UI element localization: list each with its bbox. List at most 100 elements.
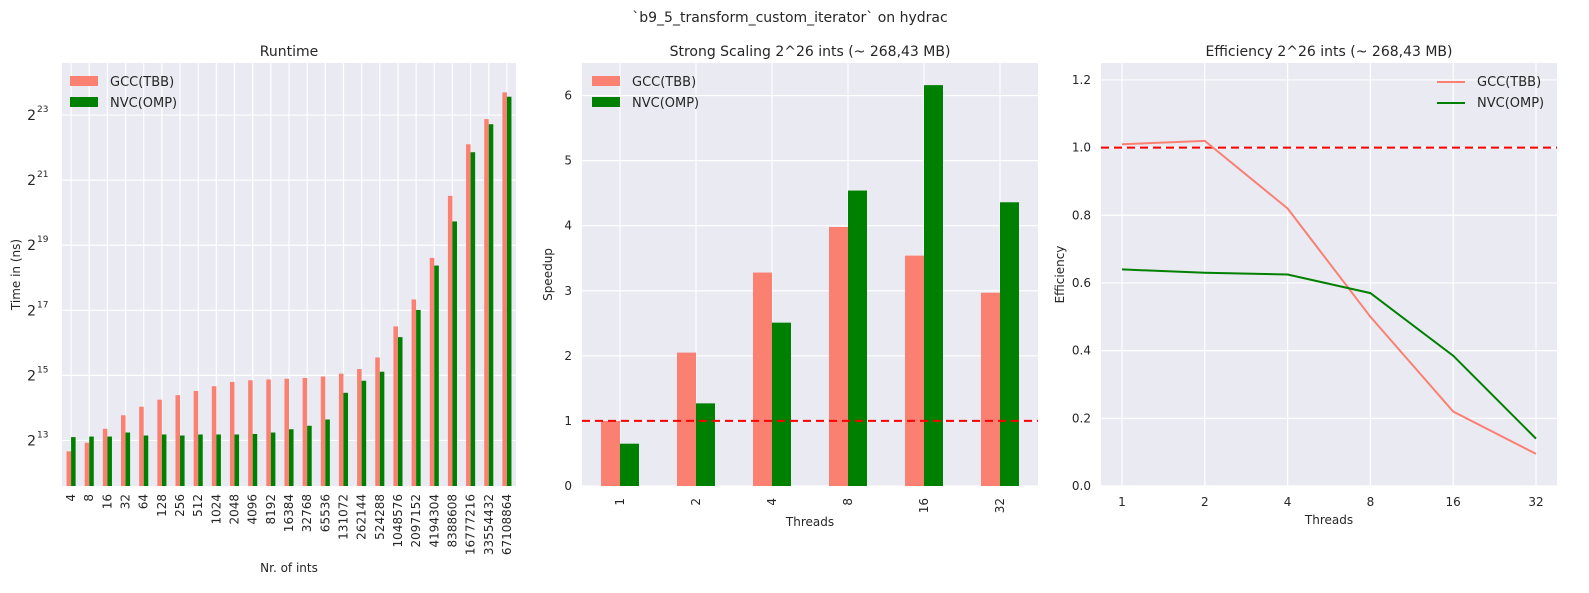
y-axis-label: Time in (ns) — [9, 239, 23, 311]
bar-gcc — [157, 399, 162, 486]
x-tick-label: 4 — [1284, 495, 1292, 509]
bar-nvc — [620, 443, 639, 486]
bar-gcc — [211, 386, 217, 486]
y-tick-label: 2 — [564, 349, 572, 363]
y-tick-label: 2 — [27, 238, 36, 254]
x-tick-label: 1 — [613, 498, 627, 506]
legend-label: NVC(OMP) — [632, 96, 699, 111]
runtime-panel: 2 132 152 172 192 212 234 8 16 32 64 128 256 512 1024 2… — [9, 44, 516, 575]
bar-gcc — [66, 451, 72, 486]
x-tick-label: 32768 — [300, 494, 314, 532]
x-tick-label: 16 — [1446, 495, 1461, 509]
x-tick-label: 4096 — [246, 494, 260, 525]
bar-gcc — [229, 381, 235, 486]
bar-nvc — [434, 265, 439, 486]
panel-title: Strong Scaling 2^26 ints (~ 268,43 MB) — [670, 44, 951, 60]
bar-nvc — [216, 434, 221, 486]
bar-gcc — [84, 442, 90, 486]
x-tick-label: 8388608 — [445, 494, 459, 547]
bar-gcc — [102, 428, 108, 486]
x-tick-label: 1024 — [209, 494, 223, 525]
bar-gcc — [248, 380, 253, 486]
bar-nvc — [343, 392, 349, 486]
x-tick-label: 4 — [765, 498, 779, 506]
y-axis-label: Efficiency — [1053, 246, 1067, 304]
line-gcc — [1121, 139, 1537, 455]
efficiency-panel: 0.0 0.2 0.4 0.6 0.8 1.0 1.2 1 2 4 8 16 32 Efficiency … — [1053, 44, 1557, 527]
legend-label: GCC(TBB) — [110, 75, 174, 90]
bar-nvc — [125, 432, 131, 486]
bar-gcc — [981, 292, 1000, 486]
x-tick-label: 4 — [64, 494, 78, 502]
bar-nvc — [107, 436, 112, 486]
bar-nvc — [772, 322, 791, 486]
bar-nvc — [452, 221, 457, 486]
bar-nvc — [270, 432, 276, 486]
y-tick-label: 1.2 — [1072, 73, 1091, 87]
x-tick-label: 8 — [1367, 495, 1375, 509]
bar-nvc — [696, 403, 715, 486]
bar-nvc — [416, 309, 421, 486]
x-axis-label: Nr. of ints — [260, 561, 318, 575]
y-tick-label: 2 — [27, 303, 36, 319]
x-tick-label: 524288 — [373, 494, 387, 540]
y-tick-label: 2 — [27, 433, 36, 449]
bar-gcc — [338, 373, 344, 486]
y-tick-label: 2 — [27, 108, 36, 124]
y-tick-exponent: 13 — [37, 430, 48, 440]
bar-gcc — [357, 369, 362, 486]
line-nvc — [1121, 268, 1537, 440]
x-tick-label: 262144 — [355, 494, 369, 540]
y-axis-label: Speedup — [541, 248, 555, 301]
bar-gcc — [175, 395, 181, 486]
y-tick-exponent: 19 — [37, 235, 49, 245]
legend-label: GCC(TBB) — [632, 75, 696, 90]
bar-nvc — [397, 337, 403, 486]
bar-nvc — [89, 436, 94, 486]
x-tick-label: 2 — [1201, 495, 1209, 509]
y-tick-label: 5 — [564, 154, 572, 168]
x-tick-label: 64 — [137, 494, 151, 509]
x-tick-label: 131072 — [336, 494, 350, 540]
bar-gcc — [302, 377, 308, 486]
x-tick-label: 8 — [82, 494, 96, 502]
plot-background — [1101, 63, 1557, 486]
x-tick-label: 32 — [119, 494, 133, 509]
panel-title: Runtime — [260, 44, 318, 60]
y-tick-label: 2 — [27, 368, 36, 384]
x-tick-label: 16 — [100, 494, 114, 509]
y-tick-exponent: 17 — [37, 300, 48, 310]
bar-nvc — [198, 434, 203, 486]
bar-nvc — [488, 124, 494, 486]
x-tick-label: 4194304 — [427, 494, 441, 547]
figure-title: `b9_5_transform_custom_iterator` on hydr… — [632, 10, 947, 26]
bar-gcc — [466, 144, 471, 487]
bar-gcc — [121, 415, 126, 486]
bar-gcc — [411, 299, 417, 486]
x-tick-label: 256 — [173, 494, 187, 517]
x-tick-label: 2097152 — [409, 494, 423, 547]
y-tick-label: 4 — [564, 219, 572, 233]
legend-swatch — [592, 97, 620, 107]
bar-nvc — [848, 190, 867, 486]
x-tick-label: 512 — [191, 494, 205, 517]
bar-nvc — [234, 434, 240, 486]
bar-nvc — [180, 435, 185, 486]
bar-nvc — [307, 425, 312, 486]
bar-gcc — [193, 390, 199, 486]
bar-gcc — [905, 255, 924, 486]
x-tick-label: 32 — [1528, 495, 1543, 509]
x-tick-label: 1048576 — [391, 494, 405, 547]
x-tick-label: 16777216 — [464, 494, 478, 555]
y-tick-label: 0.2 — [1072, 411, 1091, 425]
x-tick-label: 1 — [1118, 495, 1126, 509]
bar-nvc — [325, 419, 330, 486]
bar-nvc — [71, 437, 76, 486]
x-tick-label: 8 — [841, 498, 855, 506]
bar-nvc — [252, 433, 258, 486]
x-tick-label: 33554432 — [482, 494, 496, 555]
y-tick-label: 0.4 — [1072, 344, 1091, 358]
bar-gcc — [320, 376, 326, 486]
y-tick-label: 3 — [564, 284, 572, 298]
